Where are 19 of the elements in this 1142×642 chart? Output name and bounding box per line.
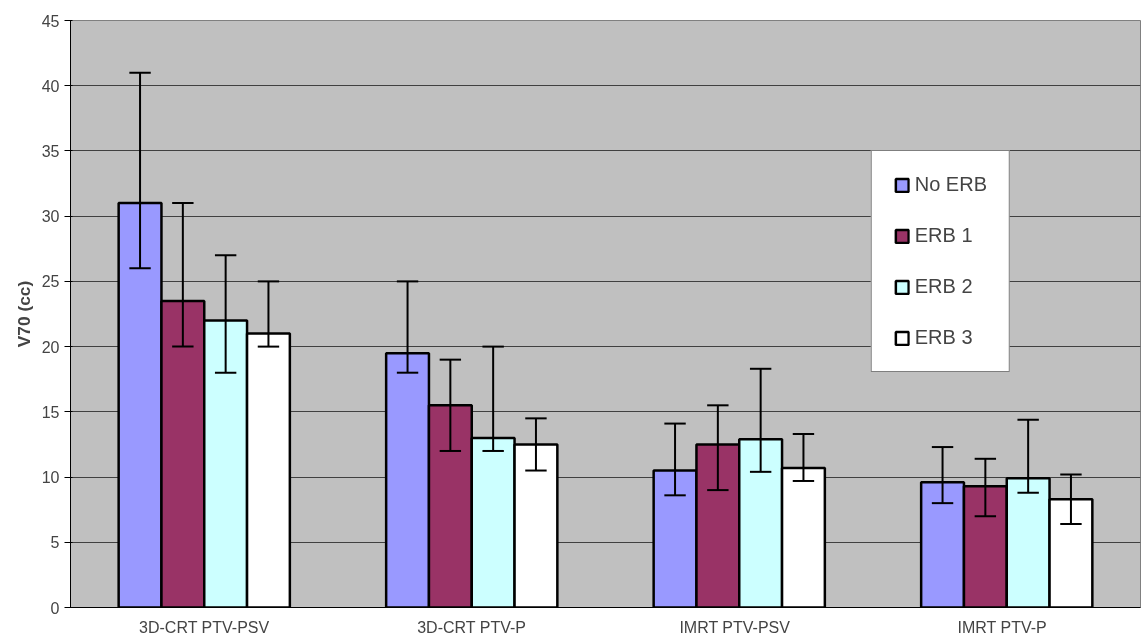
y-tick-label: 30 (41, 208, 60, 226)
x-tick-label: 3D-CRT PTV-PSV (139, 618, 270, 636)
legend-label: ERB 2 (914, 275, 973, 298)
y-tick-label: 15 (41, 403, 60, 421)
legend-label: ERB 1 (914, 224, 973, 247)
y-tick-label: 10 (41, 469, 60, 487)
x-tick-label: IMRT PTV-PSV (679, 618, 791, 636)
y-tick-label: 45 (41, 12, 60, 30)
x-tick-label: 3D-CRT PTV-P (417, 618, 526, 636)
y-tick-label: 5 (50, 534, 60, 552)
x-tick-label: IMRT PTV-P (957, 618, 1047, 636)
legend-label: ERB 3 (914, 326, 973, 349)
y-axis-title: V70 (cc) (13, 280, 34, 348)
y-tick-label: 0 (50, 599, 60, 617)
y-tick-label: 20 (41, 338, 60, 356)
y-tick-label: 40 (41, 77, 60, 95)
y-tick-label: 35 (41, 142, 60, 160)
y-tick-label: 25 (41, 273, 60, 291)
legend-label: No ERB (914, 173, 987, 196)
